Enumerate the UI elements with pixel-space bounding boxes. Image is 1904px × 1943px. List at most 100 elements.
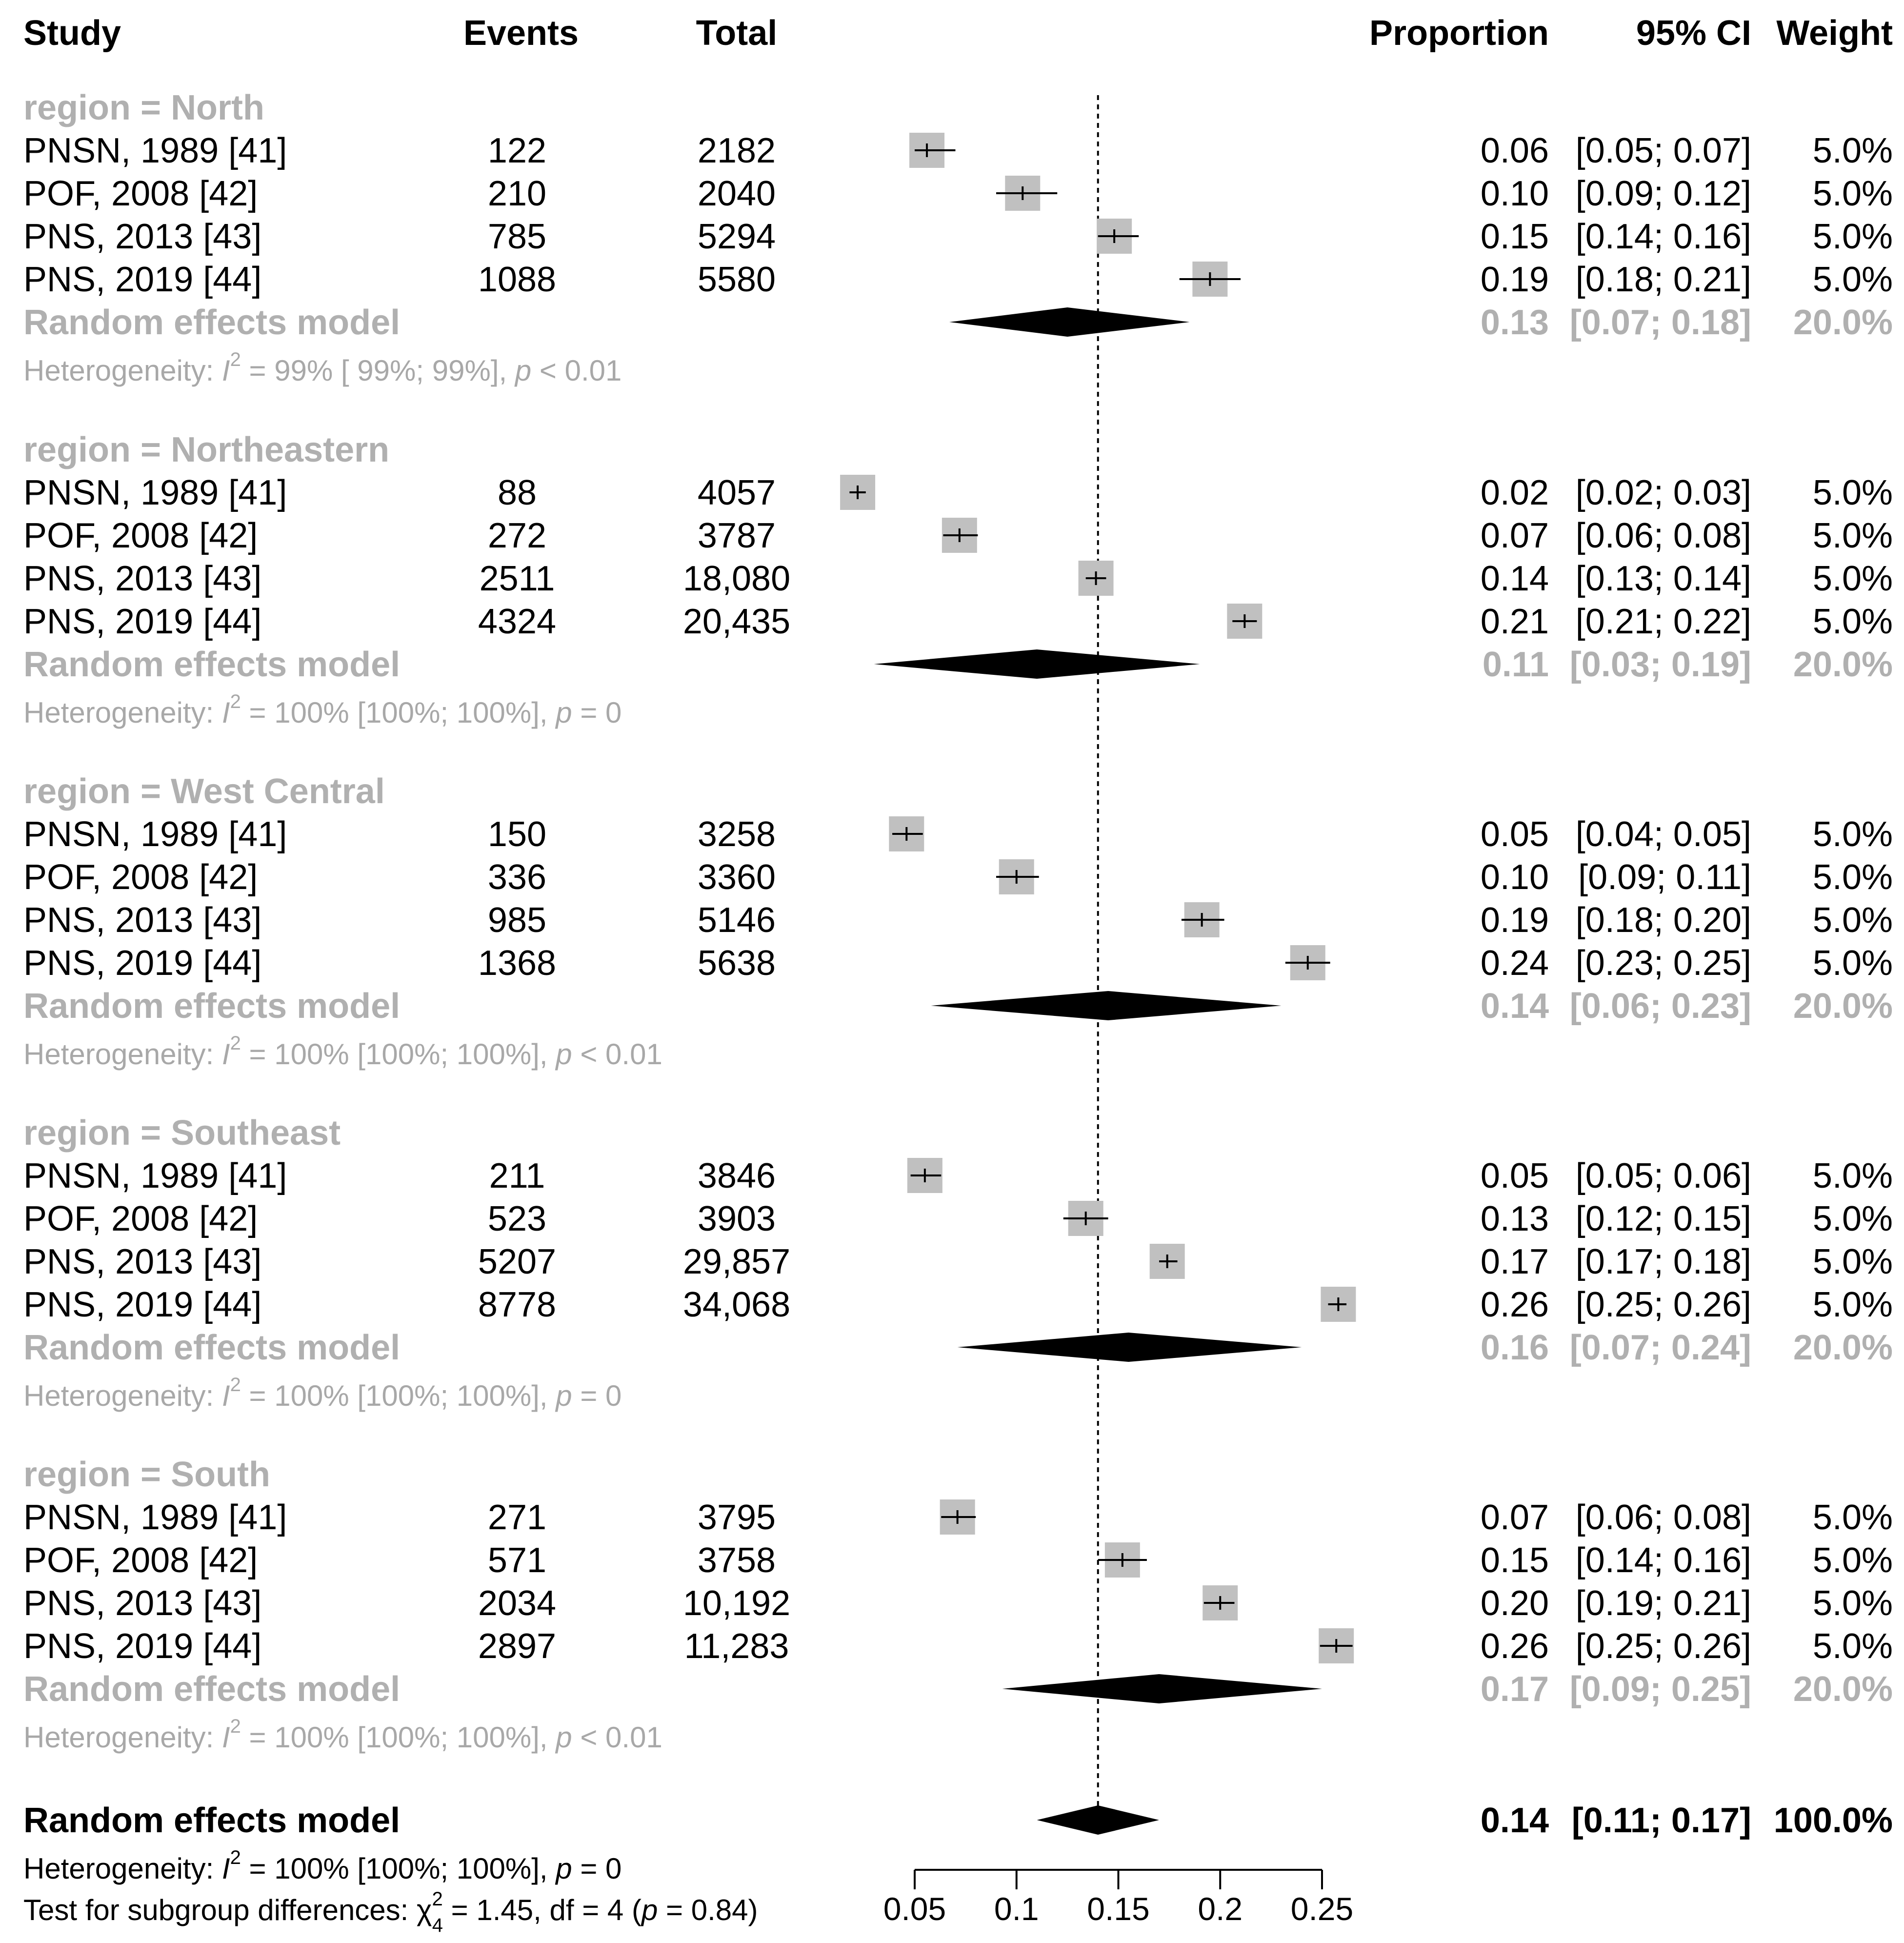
study-ci: [0.25; 0.26] bbox=[1576, 1627, 1751, 1666]
study-weight: 5.0% bbox=[1813, 858, 1893, 897]
study-proportion: 0.15 bbox=[1481, 217, 1549, 256]
study-name: PNS, 2013 [43] bbox=[23, 217, 261, 256]
overall-label: Random effects model bbox=[23, 1801, 400, 1840]
study-weight: 5.0% bbox=[1813, 131, 1893, 170]
random-effects-diamond bbox=[1002, 1674, 1322, 1703]
x-axis: 0.05 0.1 0.15 0.2 0.25 bbox=[883, 1869, 1353, 1927]
study-total: 10,192 bbox=[683, 1584, 790, 1623]
study-total: 20,435 bbox=[683, 602, 790, 641]
study-name: PNSN, 1989 [41] bbox=[23, 1498, 287, 1537]
study-name: POF, 2008 [42] bbox=[23, 516, 258, 555]
study-name: PNSN, 1989 [41] bbox=[23, 815, 287, 854]
study-name: PNS, 2013 [43] bbox=[23, 1584, 261, 1623]
x-axis-tick-label: 0.1 bbox=[994, 1891, 1039, 1927]
study-ci: [0.14; 0.16] bbox=[1576, 217, 1751, 256]
study-name: PNSN, 1989 [41] bbox=[23, 473, 287, 512]
random-effects-diamond bbox=[957, 1333, 1302, 1362]
study-proportion: 0.07 bbox=[1481, 516, 1549, 555]
header-events: Events bbox=[463, 14, 579, 53]
study-weight: 5.0% bbox=[1813, 1627, 1893, 1666]
study-ci: [0.05; 0.07] bbox=[1576, 131, 1751, 170]
study-events: 2034 bbox=[478, 1584, 556, 1623]
study-name: PNSN, 1989 [41] bbox=[23, 1156, 287, 1195]
study-ci: [0.05; 0.06] bbox=[1576, 1156, 1751, 1195]
random-effects-diamond bbox=[874, 649, 1200, 679]
study-ci: [0.12; 0.15] bbox=[1576, 1199, 1751, 1238]
study-weight: 5.0% bbox=[1813, 260, 1893, 299]
study-name: PNS, 2013 [43] bbox=[23, 901, 261, 940]
study-name: PNS, 2013 [43] bbox=[23, 559, 261, 598]
subgroup-label: region = South bbox=[23, 1455, 270, 1494]
study-ci: [0.04; 0.05] bbox=[1576, 815, 1751, 854]
x-axis-tick-label: 0.25 bbox=[1291, 1891, 1353, 1927]
study-total: 5638 bbox=[698, 944, 776, 983]
study-total: 11,283 bbox=[684, 1627, 789, 1666]
study-events: 8778 bbox=[478, 1285, 556, 1324]
subgroup-test-text: Test for subgroup differences: χ2 4 = 1.4… bbox=[23, 1888, 758, 1936]
study-events: 5207 bbox=[478, 1242, 556, 1281]
study-proportion: 0.05 bbox=[1481, 815, 1549, 854]
study-ci: [0.13; 0.14] bbox=[1576, 559, 1751, 598]
study-proportion: 0.02 bbox=[1481, 473, 1549, 512]
study-name: PNS, 2019 [44] bbox=[23, 944, 261, 983]
header-total: Total bbox=[696, 14, 778, 53]
study-total: 3846 bbox=[698, 1156, 776, 1195]
heterogeneity-text: Heterogeneity: I2 = 100% [100%; 100%], p… bbox=[23, 691, 621, 729]
random-effects-label: Random effects model bbox=[23, 1328, 400, 1367]
x-axis-tick-label: 0.15 bbox=[1087, 1891, 1149, 1927]
study-ci: [0.18; 0.21] bbox=[1576, 260, 1751, 299]
study-total: 5294 bbox=[698, 217, 776, 256]
study-events: 211 bbox=[489, 1156, 545, 1195]
study-total: 5146 bbox=[698, 901, 776, 940]
study-proportion: 0.19 bbox=[1481, 260, 1549, 299]
study-proportion: 0.24 bbox=[1481, 944, 1549, 983]
study-events: 336 bbox=[488, 858, 546, 897]
header-proportion: Proportion bbox=[1369, 14, 1549, 53]
study-events: 785 bbox=[488, 217, 546, 256]
study-total: 2040 bbox=[698, 174, 776, 213]
study-proportion: 0.13 bbox=[1481, 1199, 1549, 1238]
random-effects-proportion: 0.13 bbox=[1481, 303, 1549, 342]
study-name: PNS, 2019 [44] bbox=[23, 1627, 261, 1666]
study-ci: [0.19; 0.21] bbox=[1576, 1584, 1751, 1623]
random-effects-weight: 20.0% bbox=[1793, 1670, 1893, 1709]
random-effects-ci: [0.07; 0.24] bbox=[1570, 1328, 1751, 1367]
header-study: Study bbox=[23, 14, 121, 53]
study-events: 523 bbox=[488, 1199, 546, 1238]
random-effects-proportion: 0.17 bbox=[1481, 1670, 1549, 1709]
overall-proportion: 0.14 bbox=[1481, 1801, 1549, 1840]
study-ci: [0.25; 0.26] bbox=[1576, 1285, 1751, 1324]
random-effects-diamond bbox=[931, 991, 1282, 1020]
overall-ci: [0.11; 0.17] bbox=[1572, 1801, 1751, 1840]
study-proportion: 0.14 bbox=[1481, 559, 1549, 598]
overall-weight: 100.0% bbox=[1774, 1801, 1893, 1840]
study-name: POF, 2008 [42] bbox=[23, 858, 258, 897]
study-weight: 5.0% bbox=[1813, 602, 1893, 641]
study-weight: 5.0% bbox=[1813, 217, 1893, 256]
study-total: 5580 bbox=[698, 260, 776, 299]
study-weight: 5.0% bbox=[1813, 473, 1893, 512]
study-weight: 5.0% bbox=[1813, 901, 1893, 940]
study-weight: 5.0% bbox=[1813, 944, 1893, 983]
study-proportion: 0.06 bbox=[1481, 131, 1549, 170]
study-name: PNS, 2019 [44] bbox=[23, 1285, 261, 1324]
study-weight: 5.0% bbox=[1813, 1199, 1893, 1238]
study-events: 210 bbox=[488, 174, 546, 213]
heterogeneity-text: Heterogeneity: I2 = 99% [ 99%; 99%], p <… bbox=[23, 349, 621, 387]
study-proportion: 0.21 bbox=[1481, 602, 1549, 641]
study-events: 1368 bbox=[478, 944, 556, 983]
study-events: 271 bbox=[488, 1498, 546, 1537]
random-effects-weight: 20.0% bbox=[1793, 987, 1893, 1026]
study-total: 29,857 bbox=[683, 1242, 790, 1281]
header-ci: 95% CI bbox=[1636, 14, 1751, 53]
study-events: 122 bbox=[488, 131, 546, 170]
study-weight: 5.0% bbox=[1813, 815, 1893, 854]
random-effects-ci: [0.06; 0.23] bbox=[1570, 987, 1751, 1026]
study-events: 4324 bbox=[478, 602, 556, 641]
study-weight: 5.0% bbox=[1813, 1242, 1893, 1281]
study-name: PNS, 2013 [43] bbox=[23, 1242, 261, 1281]
study-proportion: 0.10 bbox=[1481, 174, 1549, 213]
study-proportion: 0.05 bbox=[1481, 1156, 1549, 1195]
study-name: PNS, 2019 [44] bbox=[23, 602, 261, 641]
heterogeneity-text: Heterogeneity: I2 = 100% [100%; 100%], p… bbox=[23, 1032, 662, 1071]
